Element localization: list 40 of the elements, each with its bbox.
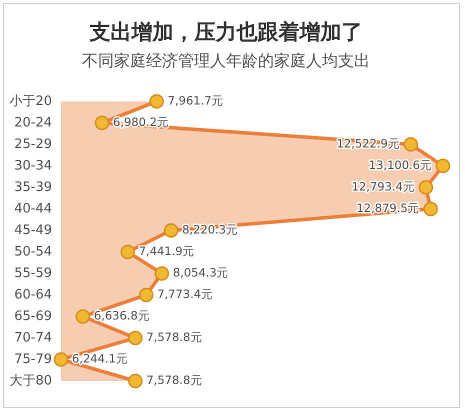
y-tick-label: 75-79 [14,352,52,367]
point [76,309,90,324]
point [120,244,135,260]
chart-subtitle: 不同家庭经济管理人年龄的家庭人均支出 [82,50,370,70]
data-label: 7,773.4元 [157,286,214,301]
point [154,266,170,281]
point [418,180,434,195]
data-label: 7,578.8元 [146,330,202,344]
data-label: 7,578.8元 [146,372,202,387]
data-label: 13,100.6元 [368,158,432,172]
point [128,374,143,388]
data-label: 7,961.7元 [168,93,224,108]
y-tick-label: 50-54 [14,244,52,260]
y-tick-label: 55-59 [14,266,52,281]
y-tick-label: 30-34 [14,158,52,174]
y-tick-label: 45-49 [14,222,52,238]
y-tick-label: 20-24 [14,115,52,130]
y-tick-label: 60-64 [14,287,52,302]
point [94,116,110,130]
y-tick-label: 70-74 [14,330,52,346]
y-tick-label: 25-29 [14,136,52,152]
point [138,288,154,302]
point [128,330,143,346]
point [404,137,418,152]
chart-title: 支出增加，压力也跟着增加了 [88,20,362,44]
y-tick-label: 小于20 [9,94,52,109]
data-label: 8,054.3元 [172,265,229,280]
point [423,202,438,216]
data-label: 7,441.9元 [138,244,195,258]
y-tick-label: 65-69 [14,308,52,324]
data-label: 6,244.1元 [72,351,128,366]
point [54,352,68,367]
point [436,158,450,174]
data-label: 12,793.4元 [352,179,415,194]
y-tick-label: 大于80 [9,373,52,388]
point [164,223,178,238]
data-label: 6,636.8元 [94,308,150,322]
y-tick-label: 35-39 [14,180,52,195]
y-tick-label: 40-44 [14,201,52,216]
point [149,94,164,109]
